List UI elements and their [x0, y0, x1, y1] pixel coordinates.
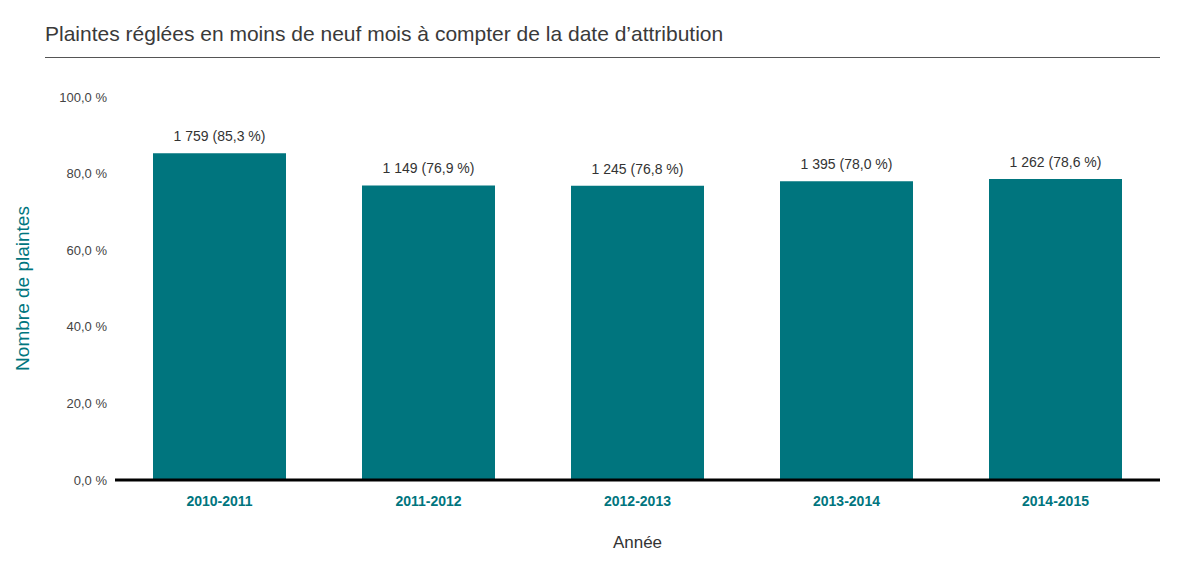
svg-text:Nombre de plaintes: Nombre de plaintes [12, 206, 33, 371]
html-text:Année: Année [612, 533, 663, 552]
svg-text:20,0 %: 20,0 % [67, 396, 108, 411]
svg-text:1 149 (76,9 %): 1 149 (76,9 %) [383, 160, 475, 176]
svg-text:100,0 %: 100,0 % [59, 90, 107, 105]
svg-text:1 262 (78,6 %): 1 262 (78,6 %) [1010, 154, 1102, 170]
svg-text:40,0 %: 40,0 % [67, 319, 108, 334]
svg-text:1 245 (76,8 %): 1 245 (76,8 %) [592, 161, 684, 177]
svg-text:2014-2015: 2014-2015 [1022, 493, 1089, 509]
svg-text:2010-2011: 2010-2011 [186, 493, 252, 509]
svg-text:0,0 %: 0,0 % [74, 473, 108, 488]
svg-text:2013-2014: 2013-2014 [813, 493, 880, 509]
svg-text:60,0 %: 60,0 % [67, 243, 108, 258]
svg-text:2012-2013: 2012-2013 [604, 493, 671, 509]
svg-text:1 395 (78,0 %): 1 395 (78,0 %) [801, 156, 893, 172]
svg-text:80,0 %: 80,0 % [67, 166, 108, 181]
svg-text:2011-2012: 2011-2012 [395, 493, 461, 509]
html-text:Plaintes réglées en moins de n: Plaintes réglées en moins de neuf mois à… [45, 22, 724, 45]
svg-text:1 759 (85,3 %): 1 759 (85,3 %) [174, 128, 266, 144]
